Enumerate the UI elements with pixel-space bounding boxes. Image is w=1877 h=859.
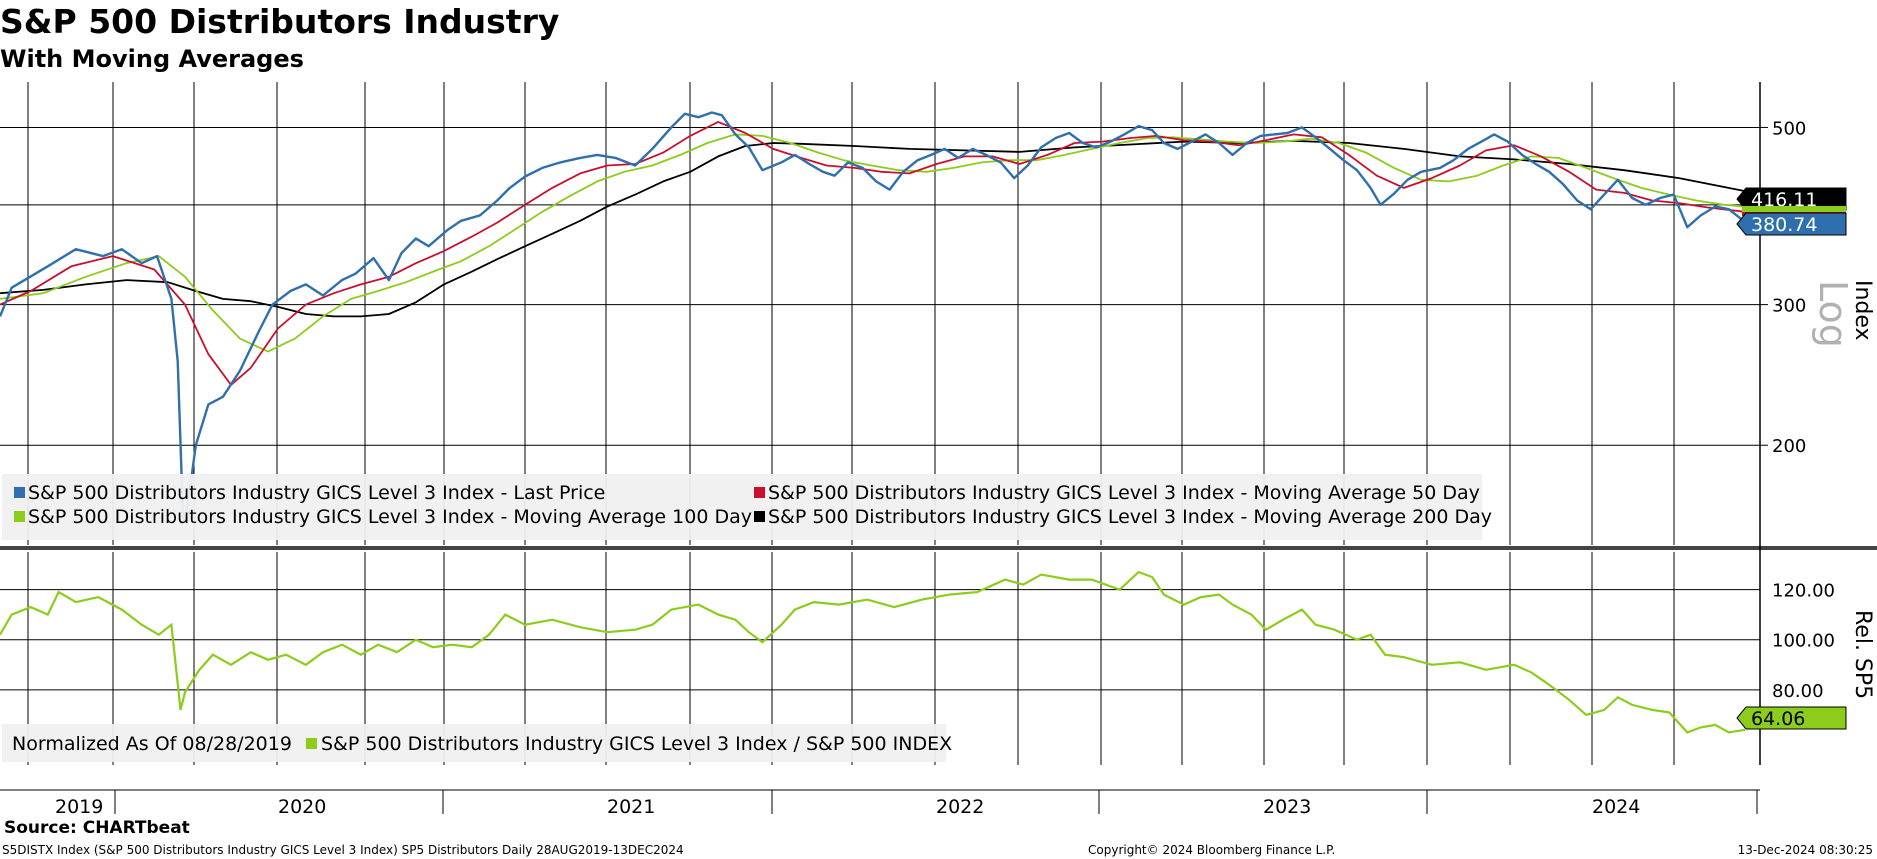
chart-subtitle: With Moving Averages [0,45,304,73]
x-axis-year-label: 2019 [55,796,103,818]
series-line-ma100 [0,133,1746,353]
legend-label-ma200: S&P 500 Distributors Industry GICS Level… [768,506,1492,528]
footer-copyright: Copyright© 2024 Bloomberg Finance L.P. [1088,843,1336,857]
x-axis-year-label: 2020 [278,796,326,818]
top-legend-box [2,474,1482,540]
x-axis-year-label: 2022 [936,796,984,818]
legend-label-relative: S&P 500 Distributors Industry GICS Level… [321,733,952,755]
legend-label-ma100: S&P 500 Distributors Industry GICS Level… [28,506,752,528]
top-y-tick-label: 300 [1772,296,1806,317]
source-label: Source: CHARTbeat [4,818,190,838]
bottom-legend-box [2,724,946,762]
last-price-value-tag-box [1736,212,1847,236]
top-y-tick-label: 200 [1772,436,1806,457]
x-axis-year-label: 2023 [1263,796,1311,818]
series-line-ma50 [0,121,1746,386]
x-axis-year-label: 2021 [607,796,655,818]
ma100-value-tag [1742,206,1846,212]
legend-swatch-ma200 [754,511,765,522]
bottom-y-tick-label: 120.00 [1772,581,1835,602]
chart-title: S&P 500 Distributors Industry [0,2,560,41]
legend-swatch-ma100 [14,511,25,522]
log-scale-label: Log [1811,280,1855,348]
chart-svg: 20030050080.00100.00120.0060.00IndexLogR… [0,82,1877,818]
top-y-axis-label: Index [1850,280,1875,341]
x-axis-year-label: 2024 [1592,796,1640,818]
ma200-value-tag: 416.11 [1751,189,1817,211]
normalized-label: Normalized As Of 08/28/2019 [12,733,292,755]
series-line-ma200 [0,140,1746,318]
footer-ticker-info: S5DISTX Index (S&P 500 Distributors Indu… [2,843,684,857]
series-line-last_price [0,111,1746,524]
last-price-value-tag: 380.74 [1751,214,1817,236]
bottom-y-tick-label: 80.00 [1772,681,1824,702]
series-line-relative [0,570,1746,734]
legend-label-ma50: S&P 500 Distributors Industry GICS Level… [768,482,1480,504]
top-y-tick-label: 500 [1772,118,1806,139]
relative-value-tag: 64.06 [1751,708,1805,730]
legend-swatch-ma50 [754,487,765,498]
footer-timestamp: 13-Dec-2024 08:30:25 [1737,843,1873,857]
bottom-y-axis-label: Rel. SP5 [1850,610,1875,699]
relative-value-tag-box [1736,706,1847,730]
legend-swatch-last_price [14,487,25,498]
legend-label-last_price: S&P 500 Distributors Industry GICS Level… [28,482,605,504]
bottom-y-tick-label: 100.00 [1772,631,1835,652]
legend-swatch-relative [306,738,317,749]
